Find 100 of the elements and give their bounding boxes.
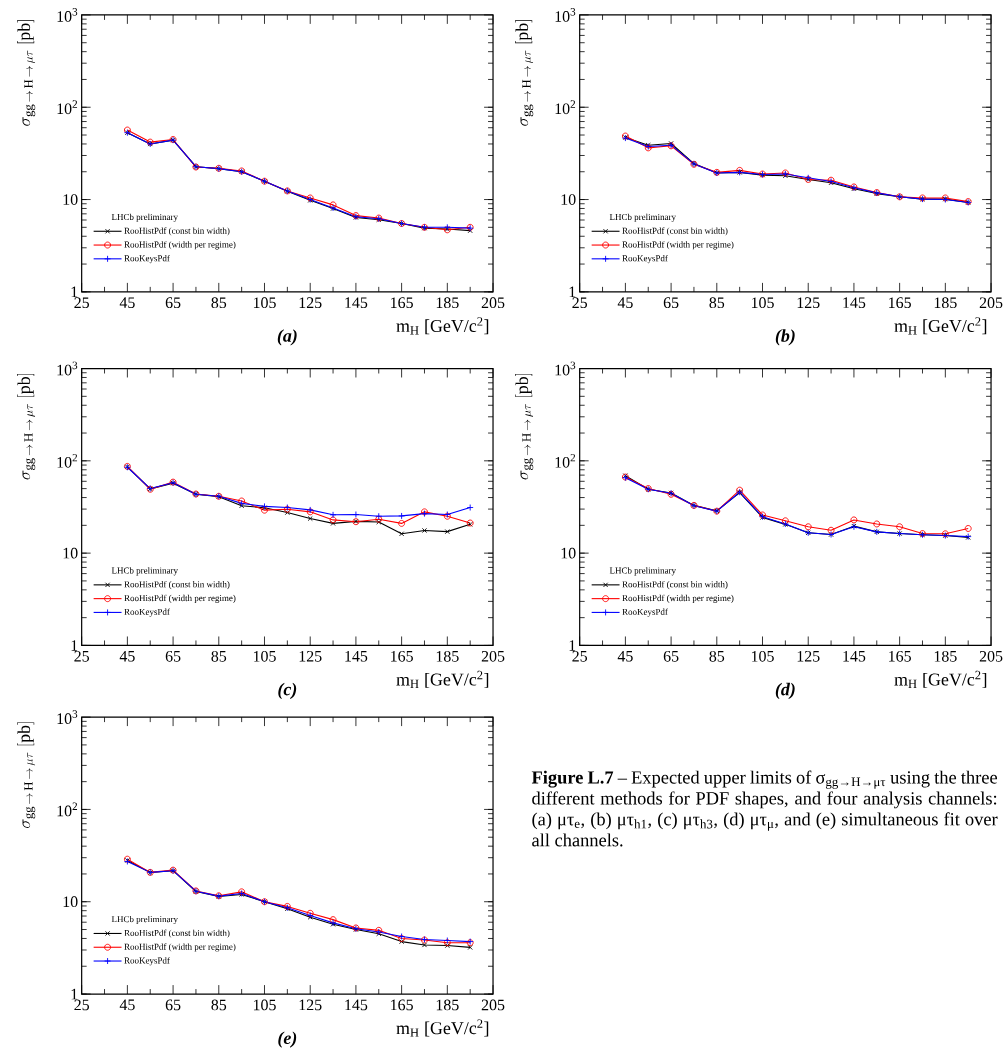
legend-label: RooKeysPdf — [622, 254, 668, 264]
x-tick-label: 165 — [391, 297, 413, 309]
x-tick-label: 125 — [299, 297, 322, 309]
legend-label: RooHistPdf (width per regime) — [124, 943, 236, 952]
x-tick-label: 145 — [843, 297, 866, 309]
y-axis-title: $\sigma_{\mathrm{gg}\,\rightarrow\,\mathrm{H}\,\rightarrow\,\mu\tau}\ [\mathrm{pb}]$ — [515, 20, 534, 126]
x-tick-label: 105 — [751, 650, 774, 662]
x-tick-label: 145 — [345, 650, 368, 662]
y-tick-label: 1 — [569, 640, 576, 651]
x-tick-label: 85 — [709, 297, 725, 309]
x-tick-label: 185 — [934, 297, 957, 309]
x-tick-label: 25 — [74, 650, 90, 662]
x-tick-label: 185 — [436, 999, 459, 1011]
y-tick-label: 10$^{3}$ — [57, 361, 78, 376]
x-tick-label: 85 — [211, 999, 227, 1011]
x-tick-label: 145 — [345, 999, 368, 1011]
x-tick-label: 45 — [119, 297, 135, 308]
x-tick-label: 45 — [617, 297, 633, 308]
x-tick-label: 205 — [481, 999, 505, 1011]
x-tick-label: 125 — [299, 999, 322, 1011]
x-tick-label: 165 — [391, 999, 413, 1011]
x-tick-label: 65 — [165, 650, 181, 662]
y-axis-title: $\sigma_{\mathrm{gg}\,\rightarrow\,\mathrm{H}\,\rightarrow\,\mu\tau}\ [\mathrm{pb}]$ — [17, 722, 36, 829]
y-tick-label: 10$^{2}$ — [555, 100, 576, 115]
y-tick-label: 10$^{3}$ — [555, 8, 576, 22]
x-tick-label: 185 — [436, 297, 459, 309]
legend-label: RooHistPdf (const bin width) — [124, 929, 230, 938]
y-tick-label: 10 — [561, 194, 576, 205]
x-tick-label: 25 — [572, 650, 588, 662]
x-tick-label: 65 — [663, 650, 679, 662]
x-tick-label: 45 — [119, 650, 135, 662]
legend-title: LHCb preliminary — [111, 213, 178, 222]
x-tick-label: 85 — [709, 650, 725, 662]
x-tick-label: 205 — [481, 297, 505, 309]
x-tick-label: 185 — [934, 650, 957, 662]
x-tick-label: 25 — [572, 297, 588, 309]
text: Figure L.7 – Expected upper limits of σ$_{gg→H→μτ}$ using the three different methods for PDF shapes, and four analysis channels: (a) μτ$_{e}$, (b) μτ$_{h1}$, (c) μτ$_{h3}$, (d) μτ$_{μ}$, and (e) simultaneous fit over all channels. — [531, 770, 998, 847]
x-tick-label: 185 — [436, 650, 459, 662]
legend-label: RooKeysPdf — [124, 608, 170, 617]
x-tick-label: 125 — [797, 297, 820, 309]
legend-label: RooHistPdf (const bin width) — [622, 227, 728, 236]
legend-title: LHCb preliminary — [609, 213, 676, 222]
x-tick-label: 85 — [211, 297, 227, 309]
text: (a) — [277, 329, 297, 346]
x-tick-label: 105 — [751, 297, 774, 309]
y-tick-label: 1 — [71, 640, 78, 651]
text: (b) — [775, 329, 795, 346]
x-tick-label: 105 — [253, 999, 276, 1011]
legend-label: RooHistPdf (width per regime) — [622, 594, 734, 603]
y-tick-label: 10$^{2}$ — [57, 453, 78, 468]
legend-title: LHCb preliminary — [111, 567, 178, 576]
y-tick-label: 1 — [569, 286, 576, 298]
y-axis-title: $\sigma_{\mathrm{gg}\,\rightarrow\,\mathrm{H}\,\rightarrow\,\mu\tau}\ [\mathrm{pb}]$ — [515, 373, 534, 480]
legend-label: RooHistPdf (const bin width) — [622, 580, 728, 590]
legend-label: RooKeysPdf — [124, 957, 170, 966]
y-tick-label: 10 — [63, 896, 78, 908]
y-axis-title: $\sigma_{\mathrm{gg}\,\rightarrow\,\mathrm{H}\,\rightarrow\,\mu\tau}\ [\mathrm{pb}]$ — [17, 373, 36, 480]
y-tick-label: 10$^{2}$ — [555, 453, 576, 468]
x-tick-label: 25 — [74, 999, 90, 1011]
y-tick-label: 10$^{3}$ — [57, 710, 78, 725]
x-tick-label: 25 — [74, 297, 90, 309]
y-tick-label: 10$^{3}$ — [555, 361, 576, 376]
x-tick-label: 85 — [211, 650, 227, 662]
x-tick-label: 65 — [165, 999, 181, 1011]
x-tick-label: 145 — [843, 650, 866, 662]
x-tick-label: 125 — [299, 650, 322, 662]
x-tick-label: 105 — [253, 297, 276, 309]
y-tick-label: 10 — [63, 547, 78, 559]
x-axis-title: m$_{H}$ [GeV/c$^{2}$] — [894, 317, 987, 335]
x-tick-label: 205 — [979, 297, 1003, 309]
x-tick-label: 165 — [889, 650, 911, 662]
x-axis-title: m$_{H}$ [GeV/c$^{2}$] — [396, 317, 489, 335]
y-tick-label: 1 — [71, 988, 78, 1000]
x-tick-label: 45 — [617, 650, 633, 662]
x-tick-label: 165 — [889, 297, 911, 309]
legend-label: RooHistPdf (width per regime) — [622, 241, 734, 250]
legend-title: LHCb preliminary — [609, 567, 676, 576]
x-axis-title: m$_{H}$ [GeV/c$^{2}$] — [396, 1019, 489, 1037]
x-axis-title: m$_{H}$ [GeV/c$^{2}$] — [894, 670, 987, 688]
y-tick-label: 10$^{3}$ — [57, 8, 78, 22]
y-tick-label: 10$^{2}$ — [57, 802, 78, 817]
legend-title: LHCb preliminary — [111, 915, 178, 925]
x-tick-label: 125 — [797, 650, 820, 662]
text: (c) — [278, 682, 297, 700]
x-tick-label: 45 — [119, 999, 135, 1011]
text: (d) — [775, 682, 795, 700]
legend-label: RooHistPdf (const bin width) — [124, 580, 230, 590]
x-tick-label: 165 — [391, 650, 413, 662]
y-tick-label: 10 — [63, 194, 78, 205]
x-axis-title: m$_{H}$ [GeV/c$^{2}$] — [396, 670, 489, 688]
y-tick-label: 1 — [71, 286, 78, 298]
y-tick-label: 10 — [561, 547, 576, 559]
x-tick-label: 65 — [165, 297, 181, 309]
x-tick-label: 145 — [345, 297, 368, 309]
x-tick-label: 205 — [481, 650, 505, 662]
text: (e) — [278, 1031, 297, 1048]
legend-label: RooHistPdf (width per regime) — [124, 594, 236, 603]
x-tick-label: 105 — [253, 650, 276, 662]
legend-label: RooKeysPdf — [124, 254, 170, 264]
legend-label: RooKeysPdf — [622, 608, 668, 617]
